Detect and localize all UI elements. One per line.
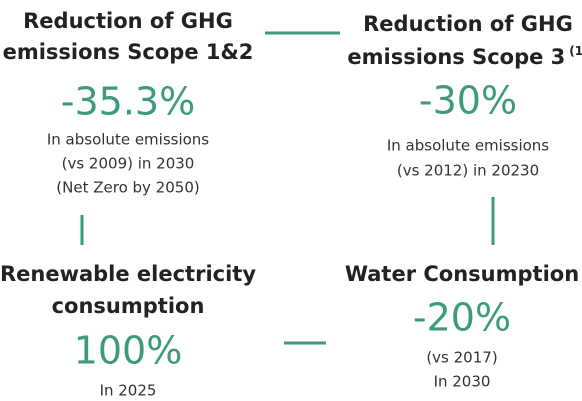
kpi-value: -20% (413, 296, 511, 340)
kpi-detail: (vs 2009) in 2030 (62, 155, 195, 173)
kpi-detail: (Net Zero by 2050) (56, 179, 199, 197)
kpi-detail: In absolute emissions (387, 137, 549, 155)
footnote-ref: (1) (569, 44, 582, 58)
kpi-detail: In 2025 (100, 382, 157, 400)
kpi-detail: (vs 2012) in 20230 (397, 162, 539, 180)
block-title: consumption (52, 294, 205, 318)
kpi-value: 100% (74, 329, 183, 373)
title-line: emissions Scope 3 (347, 45, 565, 69)
block-title: emissions Scope 1&2 (3, 40, 254, 64)
block-title: Water Consumption (345, 262, 579, 286)
kpi-detail: In absolute emissions (47, 131, 209, 149)
block-title: emissions Scope 3 (1) (347, 44, 582, 70)
block-title: Renewable electricity (0, 262, 256, 286)
kpi-value: -35.3% (61, 80, 195, 124)
kpi-detail: (vs 2017) (426, 349, 497, 367)
block-title: Reduction of GHG (23, 9, 233, 33)
kpi-detail: In 2030 (434, 373, 491, 391)
kpi-value: -30% (419, 79, 517, 123)
block-title: Reduction of GHG (363, 12, 573, 36)
